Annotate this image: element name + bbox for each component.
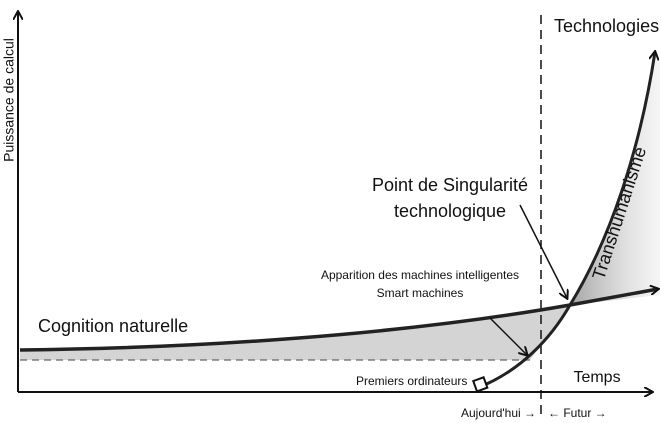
smart-label: Apparition des machines intelligentes [321, 268, 519, 282]
natural-area [20, 305, 570, 360]
singularity-label: Point de Singularité [372, 175, 528, 195]
singularity-pointer [519, 204, 567, 298]
technology-curve [481, 52, 655, 388]
smart-label: Smart machines [377, 286, 464, 300]
first-computers-label: Premiers ordinateurs [356, 374, 467, 388]
natural-label: Cognition naturelle [38, 316, 188, 336]
first-computer-marker [471, 376, 489, 393]
singularity-label: technologique [394, 201, 506, 221]
natural-curve [19, 289, 658, 352]
smart-pointer [489, 317, 527, 355]
y-axis-label: Puissance de calcul [1, 38, 17, 162]
today-label: Aujourd'hui → [461, 406, 536, 420]
x-axis-label: Temps [573, 369, 620, 386]
technologies-label: Technologies [554, 16, 659, 36]
transhumanism-area [570, 55, 660, 305]
future-label: ← Futur → [548, 406, 607, 420]
